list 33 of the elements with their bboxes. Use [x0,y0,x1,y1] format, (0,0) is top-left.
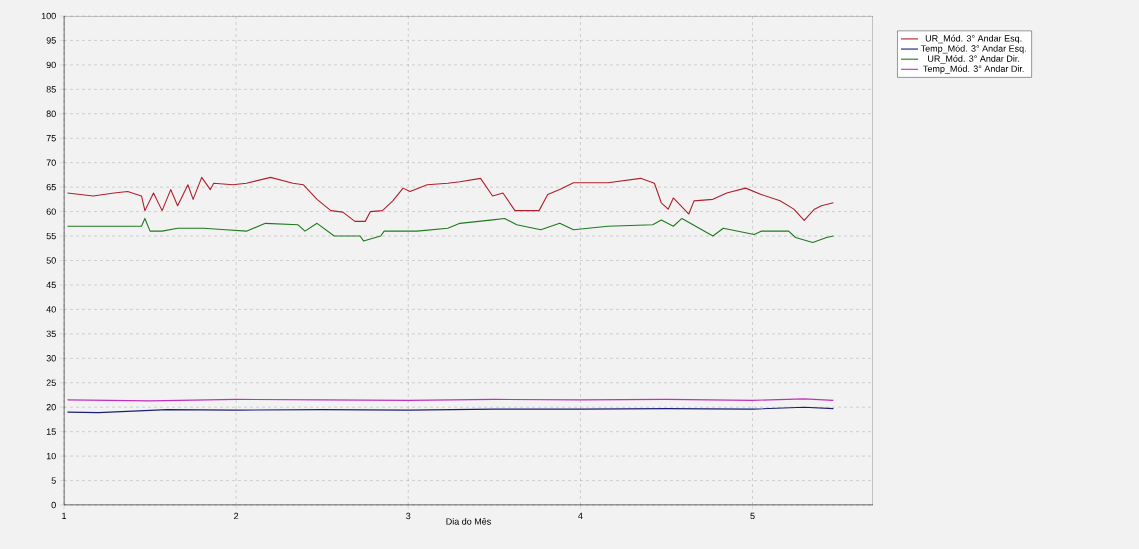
y-tick-label: 5 [51,477,56,484]
x-tick-label: 1 [62,512,67,519]
x-tick-label: 3 [406,512,411,520]
y-tick-label: 65 [46,183,56,191]
y-tick-label: 55 [46,232,56,240]
y-tick-label: 50 [46,257,56,264]
y-tick-label: 15 [46,428,56,435]
y-tick-label: 95 [46,37,56,44]
y-tick-label: 75 [46,135,56,142]
y-tick-label: 100 [41,12,56,20]
y-tick-label: 30 [46,355,56,362]
x-tick-label: 4 [578,512,583,519]
legend-label: Temp_Mód. 3° Andar Esq. [920,44,1026,54]
line-series [66,217,834,243]
y-tick-label: 10 [46,452,56,460]
y-tick-label: 25 [46,379,56,386]
legend-label: UR_Mód. 3° Andar Esq. [925,34,1022,44]
line-series [66,176,834,222]
y-tick-label: 0 [51,501,56,509]
y-tick-label: 70 [46,159,56,166]
x-tick-label: 5 [750,512,755,520]
y-tick-label: 80 [46,110,56,117]
y-tick-label: 60 [46,208,56,215]
y-tick-label: 85 [46,86,56,93]
y-tick-label: 90 [46,61,56,69]
y-tick-label: 20 [46,404,56,411]
legend-label: Temp_Mód. 3° Andar Dir. [923,65,1024,74]
legend-label: UR_Mód. 3° Andar Dir. [928,55,1020,64]
y-tick-label: 35 [46,330,56,338]
x-axis-title: Dia do Mês [446,518,491,525]
x-tick-label: 2 [234,512,239,520]
y-tick-label: 45 [46,281,56,289]
y-tick-label: 40 [46,306,56,313]
